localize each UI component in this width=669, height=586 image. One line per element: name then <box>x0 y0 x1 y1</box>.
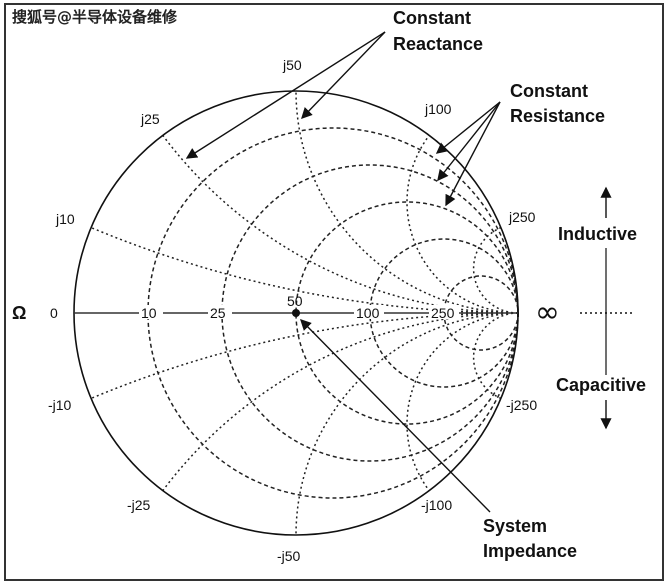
label-j50: j50 <box>282 57 302 73</box>
axis-label-50: 50 <box>287 293 303 309</box>
constant-reactance-arc-positive <box>472 226 519 314</box>
axis-label-100: 100 <box>356 305 380 321</box>
label-nj50: -j50 <box>277 548 301 564</box>
infinity-label: ∞ <box>535 295 560 330</box>
constant-reactance-arc-positive <box>295 90 519 314</box>
label-j250: j250 <box>508 209 536 225</box>
frame <box>4 3 664 581</box>
label-j25: j25 <box>140 111 160 127</box>
system-impedance-line1: System <box>483 516 547 536</box>
constant-reactance-line1: Constant <box>393 8 471 28</box>
label-j10: j10 <box>55 211 75 227</box>
constant-reactance-arc-positive <box>406 134 519 314</box>
constant-reactance-arc-negative <box>295 312 519 536</box>
arrow-reactance-2 <box>301 31 386 120</box>
constant-resistance-line1: Constant <box>510 81 588 101</box>
watermark: 搜狐号@半导体设备维修 <box>12 8 178 26</box>
arrow-system-impedance <box>300 319 491 513</box>
label-nj250: -j250 <box>506 397 537 413</box>
label-nj100: -j100 <box>421 497 452 513</box>
constant-reactance-arc-positive <box>162 134 519 314</box>
arrow-reactance-1 <box>185 31 386 159</box>
annotation-arrows <box>185 31 612 513</box>
constant-resistance-line2: Resistance <box>510 106 605 126</box>
label-nj10: -j10 <box>48 397 72 413</box>
arrow-resistance-3 <box>445 101 501 207</box>
label-j100: j100 <box>424 101 452 117</box>
axis-label-25: 25 <box>210 305 226 321</box>
axis-label-250: 250 <box>431 305 455 321</box>
system-impedance-point <box>292 309 300 317</box>
arrow-resistance-1 <box>435 101 501 154</box>
label-nj25: -j25 <box>127 497 151 513</box>
constant-reactance-arc-negative <box>162 312 519 492</box>
system-impedance-line2: Impedance <box>483 541 577 561</box>
constant-reactance-arc-negative <box>406 312 519 492</box>
axis-label-0: 0 <box>50 305 58 321</box>
capacitive-label: Capacitive <box>556 375 646 395</box>
omega-label: Ω <box>12 303 26 323</box>
inductive-label: Inductive <box>558 224 637 244</box>
arrow-resistance-2 <box>437 101 501 182</box>
constant-reactance-arc-negative <box>472 312 519 400</box>
constant-reactance-line2: Reactance <box>393 34 483 54</box>
axis-label-10: 10 <box>141 305 157 321</box>
